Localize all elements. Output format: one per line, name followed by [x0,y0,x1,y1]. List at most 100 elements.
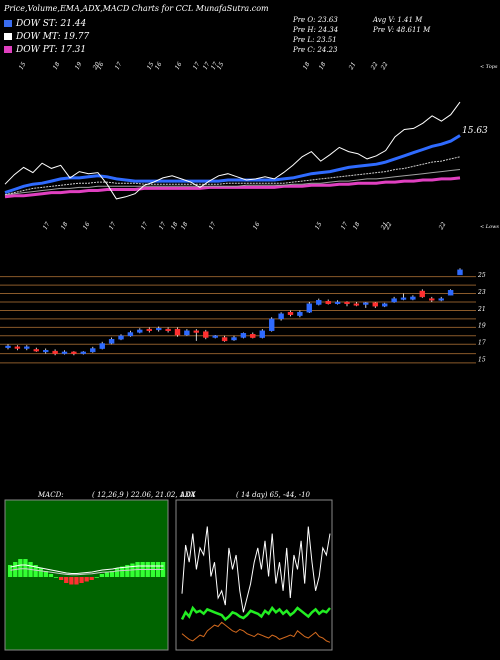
candle-body [137,329,143,333]
candle-body [71,351,77,354]
macd-histogram-bar [18,559,23,577]
low-date-label: 22 [383,221,393,232]
top-date-label: 20 [91,61,101,72]
candle-body [353,303,360,306]
macd-histogram-bar [8,565,13,577]
candle-body [43,350,49,353]
top-date-label: 17 [114,61,124,71]
low-date-label: 18 [352,221,362,231]
macd-histogram-bar [33,565,38,577]
macd-histogram-bar [125,565,130,577]
price-tick-label: 23 [477,289,486,296]
macd-histogram-bar [84,577,89,582]
top-date-label: 18 [318,61,328,71]
macd-histogram-bar [104,572,110,577]
macd-line [10,564,164,574]
low-date-label: 18 [180,221,190,231]
ema-chart [4,101,461,200]
series-line-ema-slow [4,169,461,196]
candle-body [127,332,134,337]
legend-label-st: DOW ST: 21.44 [16,19,87,29]
macd-signal-line [10,568,164,576]
price-tick-label: 15 [478,357,486,364]
low-date-label: 21 [379,221,389,232]
adx-series-line [181,621,331,643]
series-line-price [4,101,461,200]
candle-body [118,335,124,340]
macd-histogram-bar [43,571,48,577]
candle-body [52,350,58,354]
stat-pre-high: Pre H: 24.34 [293,26,339,34]
top-date-label: 17 [202,61,212,71]
candle-body [174,328,181,336]
candle-body [90,348,96,353]
candle-body [297,312,303,316]
stat-pre-volume: Pre V: 48.611 M [373,26,431,34]
candle-body [99,343,105,349]
adx-panel [175,499,333,651]
candle-body [278,313,284,320]
stat-pre-close: Pre C: 24.23 [293,46,338,54]
macd-label: MACD: [38,491,64,499]
macd-histogram-bar [23,559,28,577]
legend-label-pt: DOW PT: 17.31 [16,45,87,55]
series-line-ema-mid [4,156,461,196]
low-date-label: 17 [340,221,350,231]
candle-body [5,345,11,348]
macd-histogram-bar [38,568,43,577]
candle-body [419,290,425,298]
series-line-ema-fast [4,134,461,195]
candle-body [212,335,218,338]
macd-panel [4,499,169,651]
candle-body [80,351,87,354]
macd-histogram-bar [48,574,54,577]
candle-body [184,330,190,336]
low-date-label: 17 [208,221,218,231]
stat-pre-open: Pre O: 23.63 [293,16,338,24]
candle-body [344,301,350,304]
adx-label: ADX [180,491,196,499]
macd-histogram-bar [99,574,104,577]
adx-series-line [180,605,331,622]
candle-body [146,328,153,332]
macd-histogram-bar [64,577,69,583]
legend-swatch-mt [4,33,12,40]
candle-body [306,303,312,313]
top-date-label: 17 [192,61,202,71]
low-date-label: 17 [158,221,168,231]
price-tick-label: 21 [477,306,486,313]
candle-body [382,303,388,307]
top-date-label: 18 [302,61,312,71]
candle-body [457,269,463,276]
macd-histogram-bar [59,577,64,580]
low-date-label: 16 [82,221,92,231]
candle-body [429,298,435,301]
candle-body [363,302,369,305]
top-date-label: 17 [210,61,220,71]
top-date-label: 22 [369,61,379,72]
legend-dow-mt: DOW MT: 19.77 [4,32,89,42]
macd-histogram-bar [120,566,125,577]
candle-body [259,330,265,338]
legend-dow-st: DOW ST: 21.44 [4,19,86,29]
top-date-label: 18 [52,61,62,71]
adx-values: ( 14 day) 65, -44, -10 [236,491,311,499]
low-date-label: 18 [170,221,180,231]
legend-swatch-pt [4,46,12,53]
candle-body [108,339,115,344]
top-date-label: 16 [96,61,106,71]
candle-body [203,331,209,338]
candle-body [391,298,397,303]
macd-histogram-bar [53,577,59,578]
low-date-label: 17 [140,221,150,231]
candle-body [287,312,294,315]
top-date-label: 22 [379,61,389,72]
candle-body [14,346,21,349]
candle-body [33,349,39,352]
adx-background [175,499,333,651]
candle-body [61,351,68,354]
legend-label-mt: DOW MT: 19.77 [16,32,90,42]
lows-axis-label: < Lows [480,224,499,230]
